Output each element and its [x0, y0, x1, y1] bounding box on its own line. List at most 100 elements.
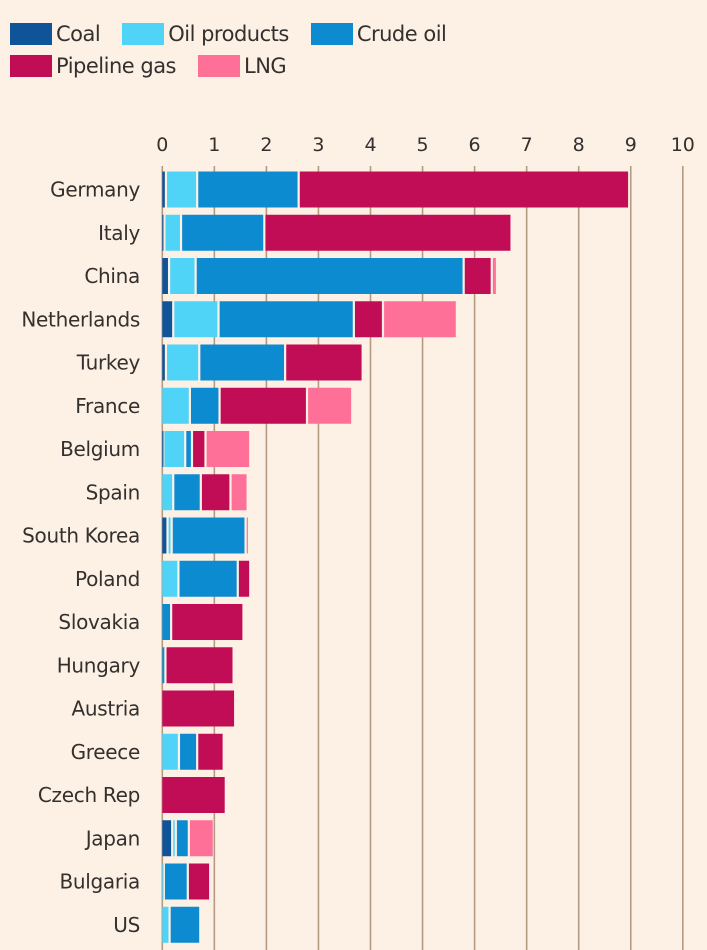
bar-italy-crude-oil: [182, 214, 264, 251]
bar-italy-oil-products: [165, 214, 180, 251]
legend-row-1: Coal Oil products Crude oil: [10, 18, 700, 50]
bar-france-crude-oil: [190, 387, 219, 424]
x-axis-tick-labels: 0 1 2 3 4 5 6 7 8 9 10: [156, 134, 695, 156]
bar-netherlands-crude-oil: [219, 301, 353, 338]
bar-france-oil-products: [162, 387, 189, 424]
bar-south-korea-oil-products: [168, 517, 171, 554]
bar-slovakia-crude-oil: [162, 604, 171, 640]
category-label-poland: Poland: [75, 567, 140, 591]
bar-italy-pipeline-gas: [265, 214, 511, 251]
category-label-bulgaria: Bulgaria: [59, 870, 140, 894]
bar-japan-crude-oil: [176, 820, 188, 857]
gridlines: [161, 166, 684, 950]
bar-italy-coal: [162, 214, 164, 251]
legend-swatch-pipeline-gas: [10, 55, 52, 77]
legend: Coal Oil products Crude oil Pipeline gas…: [10, 18, 700, 82]
category-label-hungary: Hungary: [57, 653, 141, 677]
bar-france-lng: [308, 387, 352, 424]
bar-spain-pipeline-gas: [201, 474, 230, 511]
bar-germany-coal: [162, 171, 165, 208]
bar-turkey-oil-products: [167, 344, 199, 381]
legend-item-oil-products: Oil products: [122, 22, 289, 46]
bar-germany-crude-oil: [198, 171, 298, 208]
category-label-japan: Japan: [84, 826, 140, 850]
tick-label-4: 4: [364, 134, 376, 156]
bar-czech-rep-pipeline-gas: [162, 777, 225, 813]
legend-item-coal: Coal: [10, 22, 101, 46]
bar-japan-oil-products: [173, 820, 175, 857]
tick-label-5: 5: [417, 134, 429, 156]
category-label-china: China: [84, 264, 140, 288]
bar-japan-lng: [189, 820, 213, 857]
bar-us-crude-oil: [170, 906, 200, 943]
bar-south-korea-crude-oil: [172, 517, 245, 554]
bar-belgium-coal: [162, 431, 164, 467]
bar-belgium-crude-oil: [186, 431, 191, 467]
bar-south-korea-coal: [162, 517, 167, 554]
bar-greece-crude-oil: [180, 733, 197, 770]
bar-turkey-crude-oil: [200, 344, 285, 381]
bar-slovakia-pipeline-gas: [172, 604, 243, 640]
tick-label-7: 7: [521, 134, 533, 156]
bar-spain-lng: [231, 474, 247, 511]
bar-us-oil-products: [162, 906, 169, 943]
category-label-netherlands: Netherlands: [21, 307, 140, 331]
bar-china-oil-products: [170, 258, 195, 294]
bar-south-korea-lng: [246, 517, 248, 554]
legend-label-oil-products: Oil products: [168, 22, 289, 46]
bar-turkey-coal: [162, 344, 165, 381]
legend-label-pipeline-gas: Pipeline gas: [56, 54, 177, 78]
bar-spain-crude-oil: [174, 474, 200, 511]
bar-china-coal: [162, 258, 168, 294]
bar-germany-pipeline-gas: [299, 171, 629, 208]
bar-hungary-crude-oil: [162, 647, 165, 684]
bar-china-crude-oil: [196, 258, 463, 294]
legend-swatch-oil-products: [122, 23, 165, 45]
category-label-slovakia: Slovakia: [58, 610, 140, 634]
legend-swatch-coal: [10, 23, 52, 45]
legend-row-2: Pipeline gas LNG: [10, 50, 700, 82]
bar-poland-pipeline-gas: [238, 560, 250, 597]
category-label-czech-rep: Czech Rep: [38, 783, 140, 807]
category-label-south-korea: South Korea: [22, 524, 140, 548]
tick-label-6: 6: [469, 134, 481, 156]
bar-netherlands-coal: [162, 301, 173, 338]
bar-japan-coal: [162, 820, 172, 857]
bar-netherlands-pipeline-gas: [354, 301, 382, 338]
bar-germany-oil-products: [167, 171, 197, 208]
category-labels: Germany Italy China Netherlands Turkey France…: [21, 178, 140, 937]
bar-france-pipeline-gas: [220, 387, 306, 424]
category-label-france: France: [75, 394, 140, 418]
bar-netherlands-oil-products: [174, 301, 218, 338]
tick-label-10: 10: [671, 134, 695, 156]
bar-china-lng: [492, 258, 496, 294]
bar-china-pipeline-gas: [464, 258, 491, 294]
legend-swatch-lng: [198, 55, 240, 77]
tick-label-3: 3: [312, 134, 324, 156]
legend-swatch-crude-oil: [310, 23, 353, 45]
bar-belgium-oil-products: [164, 431, 185, 467]
category-label-germany: Germany: [50, 178, 140, 202]
legend-label-crude-oil: Crude oil: [356, 22, 447, 46]
bar-netherlands-lng: [384, 301, 456, 338]
bar-hungary-pipeline-gas: [166, 647, 233, 684]
legend-item-lng: LNG: [198, 54, 287, 78]
bar-bulgaria-pipeline-gas: [188, 863, 210, 900]
legend-label-coal: Coal: [56, 22, 101, 46]
bar-bulgaria-oil-products: [162, 863, 164, 900]
tick-label-2: 2: [260, 134, 272, 156]
category-label-italy: Italy: [98, 221, 140, 245]
bar-greece-oil-products: [162, 733, 178, 770]
category-label-us: US: [113, 913, 140, 937]
tick-label-1: 1: [208, 134, 220, 156]
bar-belgium-lng: [206, 431, 250, 467]
bar-poland-crude-oil: [179, 560, 237, 597]
category-label-greece: Greece: [71, 740, 140, 764]
bar-austria-pipeline-gas: [162, 690, 235, 727]
bar-spain-oil-products: [162, 474, 173, 511]
legend-label-lng: LNG: [244, 54, 287, 78]
bar-bulgaria-crude-oil: [164, 863, 187, 900]
tick-label-8: 8: [573, 134, 585, 156]
tick-label-0: 0: [156, 134, 168, 156]
